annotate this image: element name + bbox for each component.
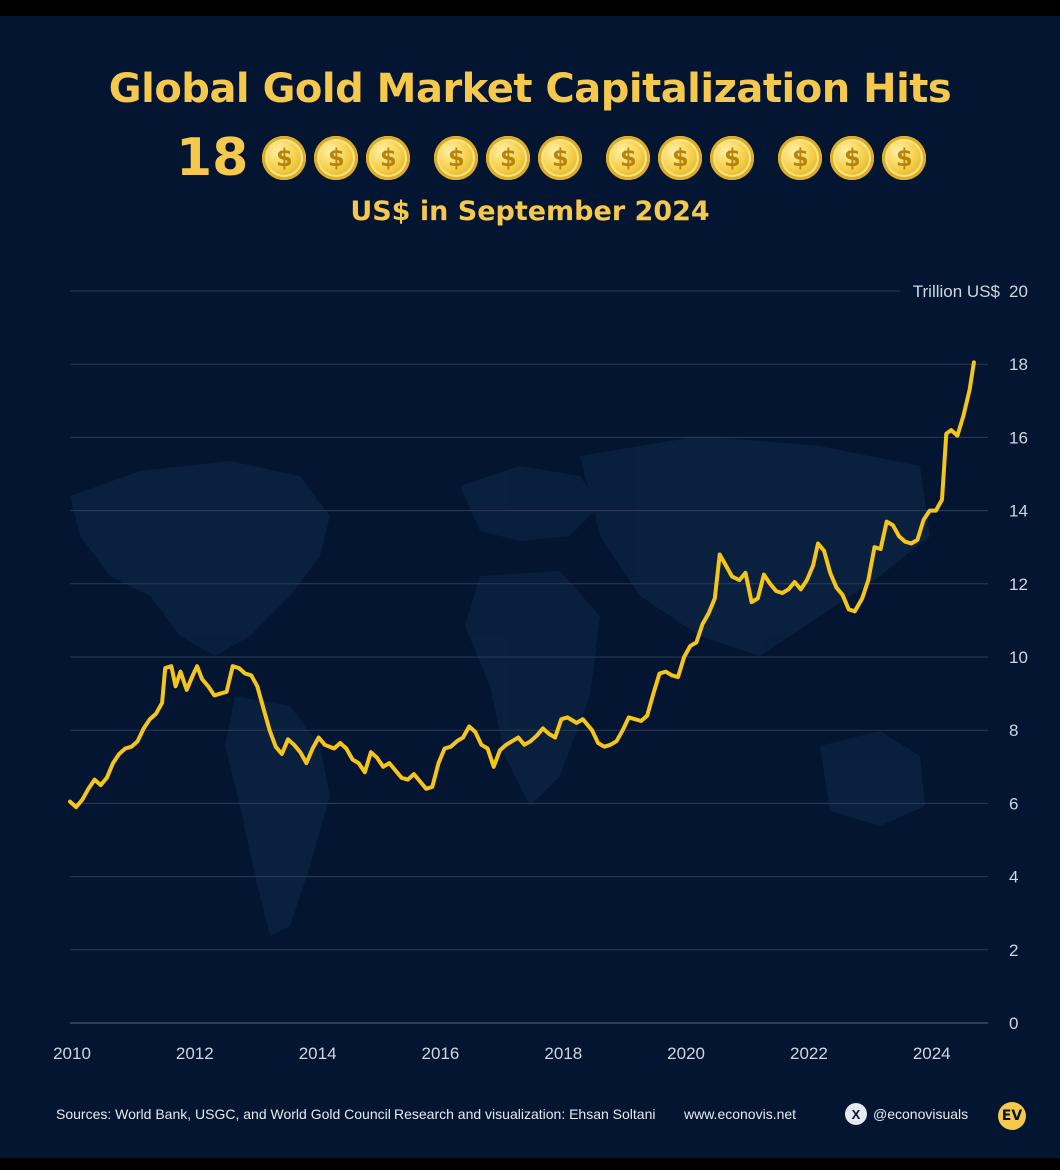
y-tick-label: 20: [1009, 282, 1028, 301]
y-tick-label: 4: [1009, 868, 1018, 887]
chart-title: Global Gold Market Capitalization Hits: [108, 66, 952, 112]
gold-coin-icon: $: [314, 136, 359, 180]
y-tick-label: 8: [1009, 721, 1018, 740]
x-tick-label: 2022: [790, 1044, 828, 1063]
chart-subtitle: US$ in September 2024: [350, 196, 710, 227]
x-logo-icon: X: [845, 1103, 867, 1125]
gold-coin-icon: $: [434, 136, 479, 180]
y-tick-labels: 0 2 4 6 8 10 12 14 16 18 20: [1009, 282, 1028, 1033]
headline-number-row: 18 $ $ $ $ $ $ $ $ $ $ $ $: [176, 130, 950, 186]
gold-coin-icon: $: [606, 136, 651, 180]
gold-coin-icon: $: [366, 136, 411, 180]
series-line-gold-market-cap: [68, 360, 976, 810]
coin-group-1: $ $ $: [262, 136, 418, 180]
gold-coin-icon: $: [262, 136, 307, 180]
coin-group-2: $ $ $: [434, 136, 590, 180]
website-link[interactable]: www.econovis.net: [684, 1106, 797, 1122]
infographic-frame: Global Gold Market Capitalization Hits 1…: [0, 16, 1060, 1158]
coin-group-4: $ $ $: [778, 136, 934, 180]
y-tick-label: 14: [1009, 502, 1028, 521]
y-grid-lines: [70, 290, 988, 1024]
x-tick-label: 2020: [667, 1044, 705, 1063]
y-tick-label: 10: [1009, 648, 1028, 667]
gold-coin-icon: $: [830, 136, 875, 180]
sources-note: Sources: World Bank, USGC, and World Gol…: [56, 1106, 391, 1122]
y-tick-label: 2: [1009, 941, 1018, 960]
gold-coin-icon: $: [538, 136, 583, 180]
social-handle[interactable]: @econovisuals: [873, 1106, 969, 1122]
y-tick-label: 0: [1009, 1014, 1018, 1033]
x-tick-label: 2018: [544, 1044, 582, 1063]
x-tick-label: 2016: [422, 1044, 460, 1063]
econovis-logo: EV: [998, 1102, 1026, 1130]
gold-coin-icon: $: [658, 136, 703, 180]
world-map-background: [70, 436, 930, 936]
gold-coin-icon: $: [710, 136, 755, 180]
y-tick-label: 12: [1009, 575, 1028, 594]
y-tick-label: 6: [1009, 794, 1018, 813]
coin-group-3: $ $ $: [606, 136, 762, 180]
headline-number: 18: [176, 128, 249, 188]
gold-coin-icon: $: [778, 136, 823, 180]
x-tick-labels: 2010 2012 2014 2016 2018 2020 2022 2024: [53, 1044, 951, 1063]
x-tick-label: 2014: [299, 1044, 337, 1063]
x-tick-label: 2024: [913, 1044, 951, 1063]
gold-coin-icon: $: [486, 136, 531, 180]
x-tick-label: 2012: [176, 1044, 214, 1063]
y-tick-label: 18: [1009, 355, 1028, 374]
y-axis-unit-label: Trillion US$: [913, 282, 1001, 301]
gold-coin-icon: $: [882, 136, 927, 180]
x-tick-label: 2010: [53, 1044, 91, 1063]
y-tick-label: 16: [1009, 428, 1028, 447]
credit-note: Research and visualization: Ehsan Soltan…: [394, 1106, 656, 1122]
